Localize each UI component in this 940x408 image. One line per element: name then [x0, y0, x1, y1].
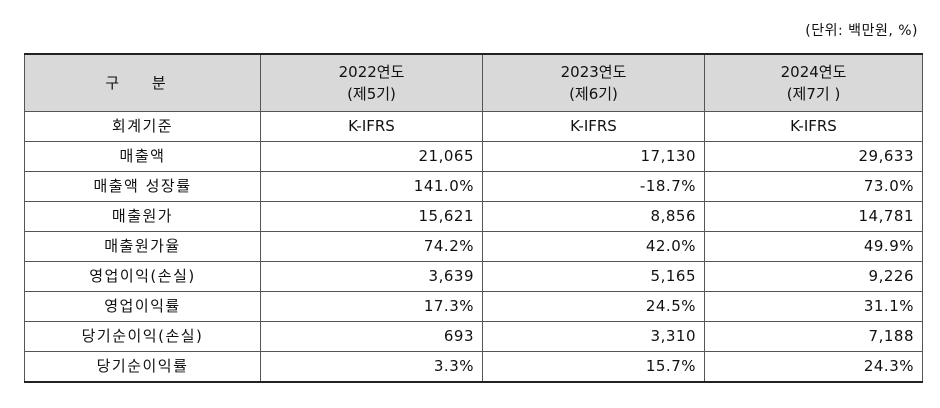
- table-body: 회계기준 K-IFRS K-IFRS K-IFRS 매출액 21,065 17,…: [24, 111, 923, 383]
- table-row: 매출원가 15,621 8,856 14,781: [24, 201, 923, 232]
- cell-value: 17.3%: [260, 291, 483, 322]
- row-label: 매출액: [24, 141, 261, 172]
- financial-table: 구 분 2022연도 (제5기) 2023연도 (제6기) 2024연도 (제7…: [24, 53, 923, 383]
- row-label: 매출원가율: [24, 231, 261, 262]
- header-year-2022: 2022연도 (제5기): [260, 53, 483, 112]
- table-row: 매출원가율 74.2% 42.0% 49.9%: [24, 231, 923, 262]
- header-year-label: 2024연도: [780, 63, 847, 81]
- cell-value: 7,188: [704, 321, 923, 352]
- cell-value: 21,065: [260, 141, 483, 172]
- header-category: 구 분: [24, 53, 261, 112]
- header-year-2023: 2023연도 (제6기): [482, 53, 705, 112]
- cell-value: K-IFRS: [704, 111, 923, 142]
- cell-value: K-IFRS: [260, 111, 483, 142]
- cell-value: 8,856: [482, 201, 705, 232]
- row-label: 당기순이익(손실): [24, 321, 261, 352]
- header-year-label: 2023연도: [560, 63, 627, 81]
- cell-value: 24.5%: [482, 291, 705, 322]
- row-label: 회계기준: [24, 111, 261, 142]
- unit-note: (단위: 백만원, %): [805, 23, 918, 39]
- row-label: 매출원가: [24, 201, 261, 232]
- row-label: 영업이익(손실): [24, 261, 261, 292]
- cell-value: 73.0%: [704, 171, 923, 202]
- header-period-label: (제5기): [347, 85, 396, 103]
- table-row: 매출액 성장률 141.0% -18.7% 73.0%: [24, 171, 923, 202]
- cell-value: 42.0%: [482, 231, 705, 262]
- table-header: 구 분 2022연도 (제5기) 2023연도 (제6기) 2024연도 (제7…: [24, 53, 923, 112]
- header-period-label: (제7기 ): [786, 85, 841, 103]
- table-row: 영업이익(손실) 3,639 5,165 9,226: [24, 261, 923, 292]
- header-year-label: 2022연도: [338, 63, 405, 81]
- table-row: 영업이익률 17.3% 24.5% 31.1%: [24, 291, 923, 322]
- cell-value: 3,310: [482, 321, 705, 352]
- cell-value: -18.7%: [482, 171, 705, 202]
- cell-value: 15.7%: [482, 351, 705, 383]
- header-year-2024: 2024연도 (제7기 ): [704, 53, 923, 112]
- cell-value: 49.9%: [704, 231, 923, 262]
- cell-value: 31.1%: [704, 291, 923, 322]
- cell-value: 3,639: [260, 261, 483, 292]
- row-label: 당기순이익률: [24, 351, 261, 383]
- cell-value: 141.0%: [260, 171, 483, 202]
- table-row: 당기순이익(손실) 693 3,310 7,188: [24, 321, 923, 352]
- cell-value: K-IFRS: [482, 111, 705, 142]
- row-label: 매출액 성장률: [24, 171, 261, 202]
- cell-value: 5,165: [482, 261, 705, 292]
- table-row: 당기순이익률 3.3% 15.7% 24.3%: [24, 351, 923, 383]
- row-label: 영업이익률: [24, 291, 261, 322]
- cell-value: 15,621: [260, 201, 483, 232]
- cell-value: 17,130: [482, 141, 705, 172]
- table-row: 매출액 21,065 17,130 29,633: [24, 141, 923, 172]
- cell-value: 29,633: [704, 141, 923, 172]
- cell-value: 24.3%: [704, 351, 923, 383]
- cell-value: 74.2%: [260, 231, 483, 262]
- header-row: 구 분 2022연도 (제5기) 2023연도 (제6기) 2024연도 (제7…: [24, 53, 923, 112]
- table-row: 회계기준 K-IFRS K-IFRS K-IFRS: [24, 111, 923, 142]
- cell-value: 9,226: [704, 261, 923, 292]
- cell-value: 14,781: [704, 201, 923, 232]
- cell-value: 3.3%: [260, 351, 483, 383]
- header-period-label: (제6기): [569, 85, 618, 103]
- cell-value: 693: [260, 321, 483, 352]
